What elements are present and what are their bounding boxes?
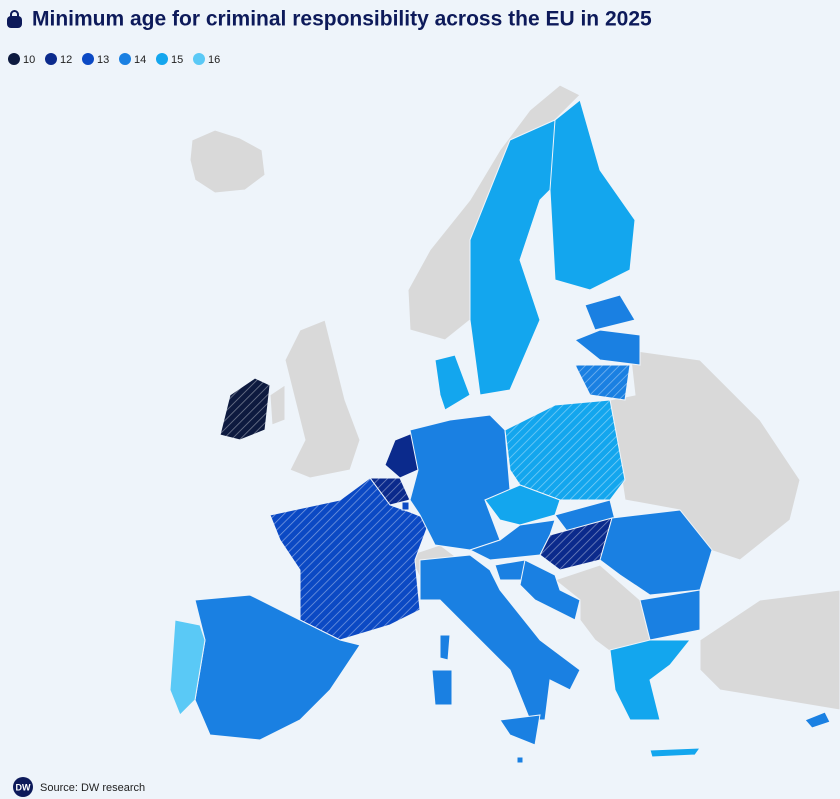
legend-swatch: [193, 53, 205, 65]
eu-countries: [169, 99, 831, 764]
country: [499, 714, 541, 746]
country: [574, 329, 641, 366]
country: [468, 519, 556, 561]
country: [549, 99, 636, 291]
country: [469, 119, 561, 396]
title: Minimum age for criminal responsibility …: [32, 8, 652, 31]
country: [609, 639, 692, 721]
legend-label: 16: [208, 54, 220, 66]
footer: DW Source: DW research: [13, 777, 145, 797]
country: [539, 517, 613, 571]
logo-badge: [13, 777, 33, 797]
country: [639, 589, 701, 641]
country: [269, 477, 431, 641]
source: Source: DW research: [40, 782, 145, 794]
legend-swatch: [119, 53, 131, 65]
legend-swatch: [45, 53, 57, 65]
non-eu-countries: [189, 84, 840, 711]
legend-label: 12: [60, 54, 72, 66]
legend-swatch: [8, 53, 20, 65]
legend-label: 14: [134, 54, 146, 66]
country: [434, 354, 471, 411]
country: [431, 669, 453, 706]
country: [419, 554, 581, 721]
legend-swatch: [82, 53, 94, 65]
country: [649, 747, 702, 758]
legend-label: 13: [97, 54, 109, 66]
logo: DW: [16, 782, 31, 792]
title-icon: [7, 10, 22, 28]
country: [439, 634, 451, 661]
legend: 10 12 13 14 15 16: [8, 53, 220, 66]
country: [516, 756, 524, 764]
country: [804, 711, 831, 729]
country: [169, 619, 206, 716]
legend-label: 10: [23, 54, 35, 66]
country: [584, 294, 636, 331]
country: [574, 364, 631, 401]
legend-label: 15: [171, 54, 183, 66]
country: [519, 559, 581, 621]
country: [401, 501, 410, 511]
legend-swatch: [156, 53, 168, 65]
country: [599, 509, 713, 596]
country: [219, 377, 271, 441]
